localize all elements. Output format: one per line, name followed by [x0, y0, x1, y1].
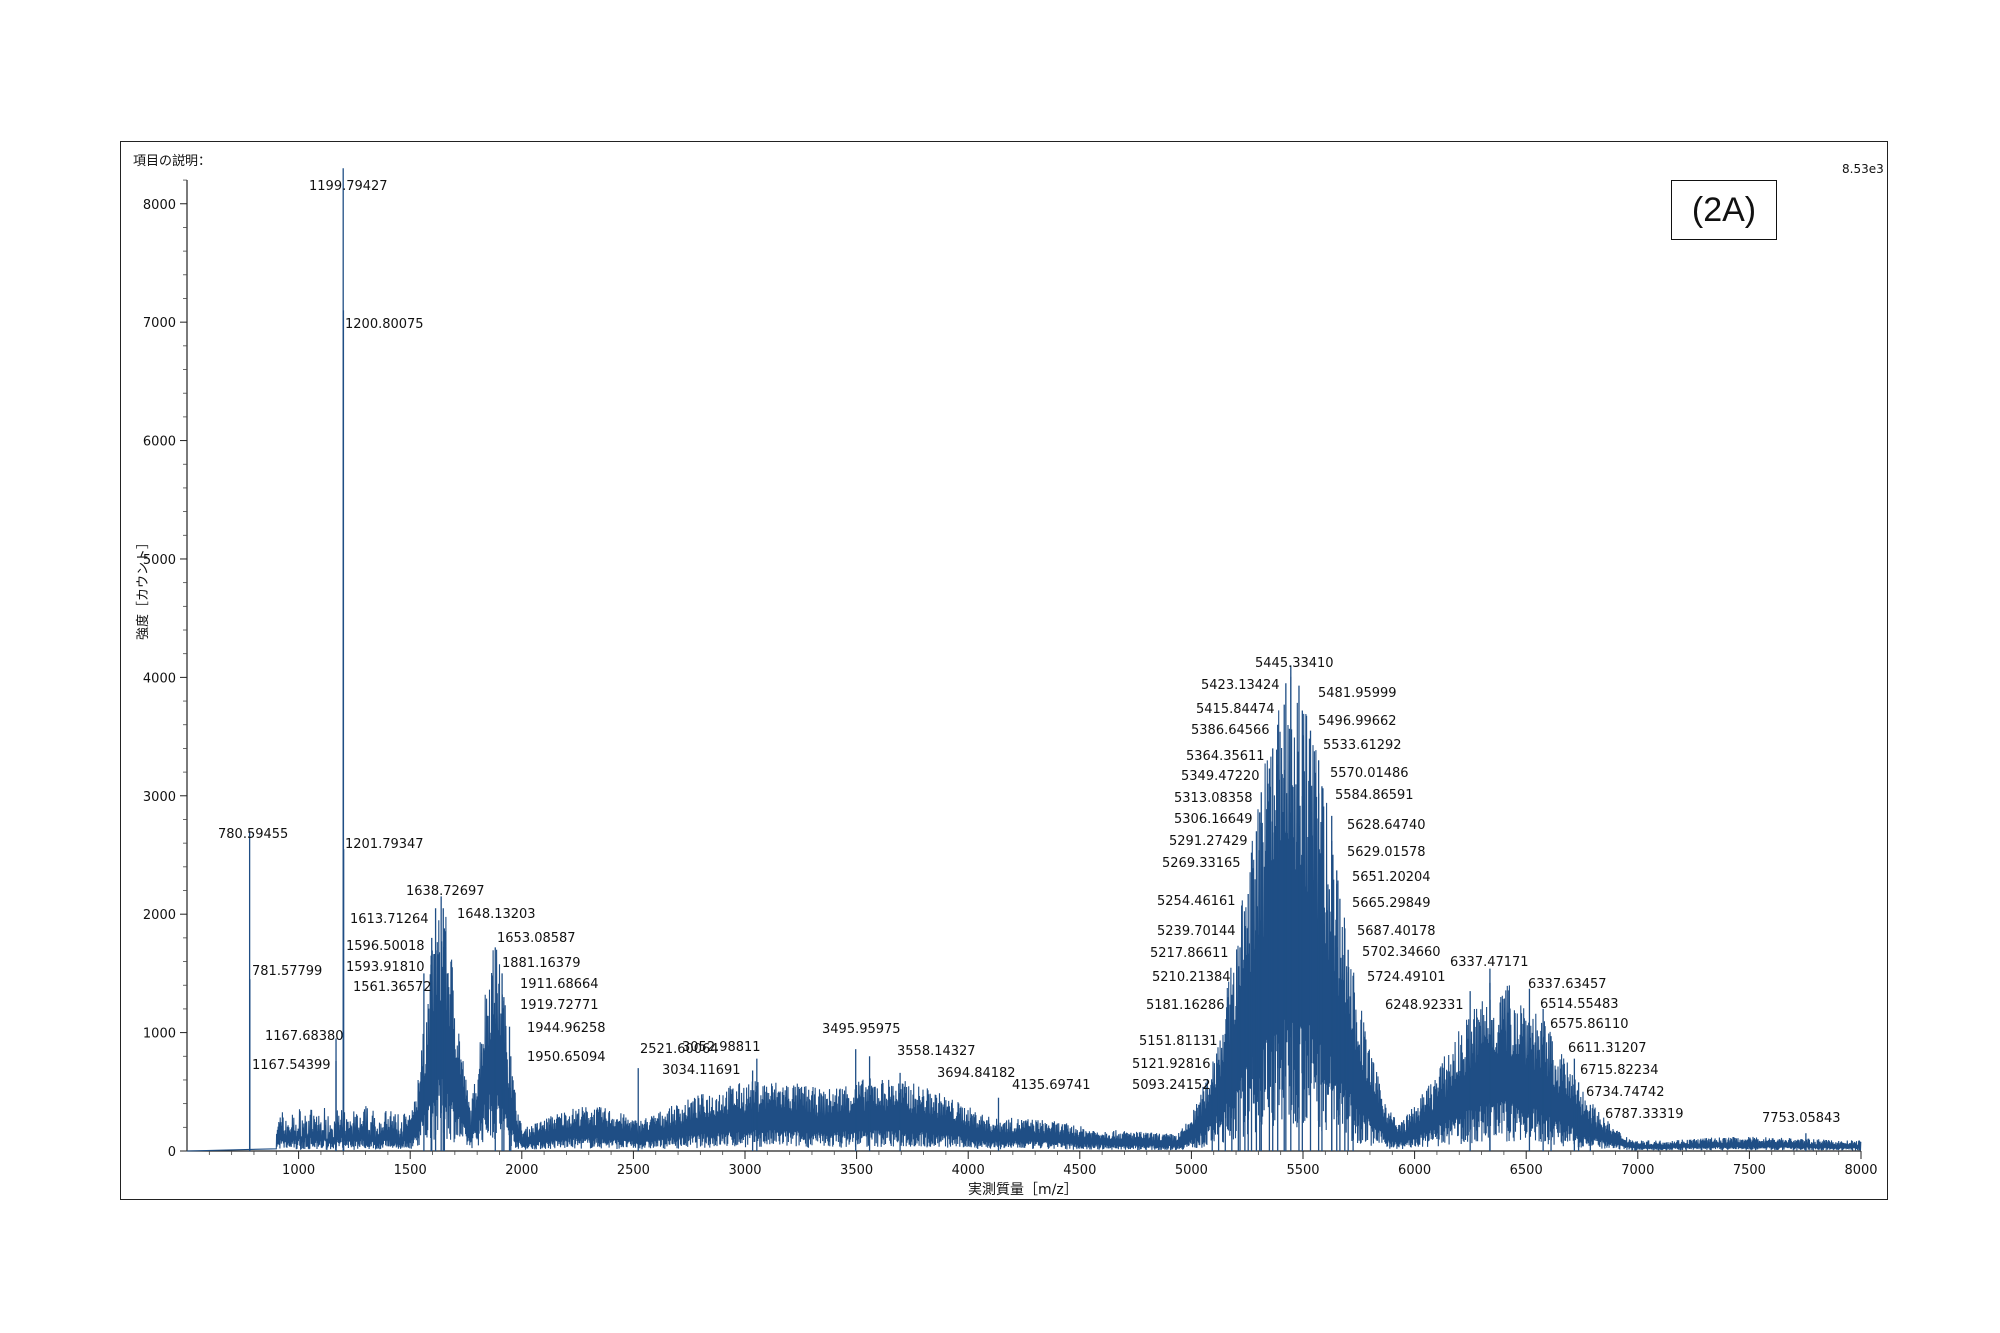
peak-label: 6248.92331: [1385, 998, 1464, 1013]
peak-label: 4135.69741: [1012, 1078, 1091, 1093]
peak-label: 5151.81131: [1139, 1034, 1218, 1049]
peak-label: 5651.20204: [1352, 870, 1431, 885]
peak-label: 5570.01486: [1330, 766, 1409, 781]
x-tick-label: 6500: [1510, 1163, 1543, 1178]
x-tick-label: 8000: [1844, 1163, 1877, 1178]
peak-label: 5210.21384: [1152, 970, 1231, 985]
x-tick-label: 1500: [394, 1163, 427, 1178]
peak-label: 1919.72771: [520, 998, 599, 1013]
peak-label: 5665.29849: [1352, 896, 1431, 911]
peak-label: 1200.80075: [345, 317, 424, 332]
peak-label: 1638.72697: [406, 884, 485, 899]
peak-label: 3558.14327: [897, 1044, 976, 1059]
peak-label: 1593.91810: [346, 960, 425, 975]
header-text: 項目の説明：: [133, 154, 212, 169]
x-tick-label: 2000: [505, 1163, 538, 1178]
x-tick-label: 5000: [1175, 1163, 1208, 1178]
x-tick-label: 3000: [728, 1163, 761, 1178]
y-tick-label: 3000: [143, 790, 176, 805]
peak-label: 1201.79347: [345, 837, 424, 852]
peak-label: 5687.40178: [1357, 924, 1436, 939]
peak-label: 5496.99662: [1318, 714, 1397, 729]
peak-label: 1653.08587: [497, 931, 576, 946]
peak-label: 5724.49101: [1367, 970, 1446, 985]
peak-label: 3495.95975: [822, 1022, 901, 1037]
y-tick-label: 0: [168, 1145, 176, 1160]
peak-label: 5349.47220: [1181, 769, 1260, 784]
peak-label: 5121.92816: [1132, 1057, 1211, 1072]
x-tick-label: 2500: [617, 1163, 650, 1178]
peak-label: 5217.86611: [1150, 946, 1229, 961]
peak-label: 5291.27429: [1169, 834, 1248, 849]
peak-label: 5445.33410: [1255, 656, 1334, 671]
peak-label: 1167.68380: [265, 1029, 344, 1044]
peak-label: 780.59455: [218, 827, 288, 842]
x-tick-label: 4000: [952, 1163, 985, 1178]
x-tick-label: 7000: [1621, 1163, 1654, 1178]
peak-label: 6337.63457: [1528, 977, 1607, 992]
peak-label: 6575.86110: [1550, 1017, 1629, 1032]
peak-label: 5254.46161: [1157, 894, 1236, 909]
peak-label: 5269.33165: [1162, 856, 1241, 871]
y-tick-label: 5000: [143, 553, 176, 568]
x-tick-label: 5500: [1286, 1163, 1319, 1178]
peak-label: 1596.50018: [346, 939, 425, 954]
peak-label: 5386.64566: [1191, 723, 1270, 738]
panel-label: (2A): [1671, 180, 1777, 240]
peak-label: 1881.16379: [502, 956, 581, 971]
y-tick-label: 6000: [143, 435, 176, 450]
peak-label: 6787.33319: [1605, 1107, 1684, 1122]
peak-label: 781.57799: [252, 964, 322, 979]
peak-label: 6715.82234: [1580, 1063, 1659, 1078]
peak-label: 7753.05843: [1762, 1111, 1841, 1126]
peak-label: 1199.79427: [309, 179, 388, 194]
x-tick-label: 4500: [1063, 1163, 1096, 1178]
peak-label: 1561.36572: [353, 980, 432, 995]
peak-label: 1911.68664: [520, 977, 599, 992]
x-tick-label: 6000: [1398, 1163, 1431, 1178]
x-tick-label: 7500: [1733, 1163, 1766, 1178]
peak-label: 5629.01578: [1347, 845, 1426, 860]
peak-label: 6514.55483: [1540, 997, 1619, 1012]
peak-label: 1648.13203: [457, 907, 536, 922]
peak-label: 1613.71264: [350, 912, 429, 927]
peak-label: 5584.86591: [1335, 788, 1414, 803]
peak-label: 5481.95999: [1318, 686, 1397, 701]
peak-label: 5306.16649: [1174, 812, 1253, 827]
y-tick-label: 1000: [143, 1027, 176, 1042]
peak-label: 5093.24152: [1132, 1078, 1211, 1093]
peak-label: 5313.08358: [1174, 791, 1253, 806]
peak-label: 1167.54399: [252, 1058, 331, 1073]
x-tick-label: 1000: [282, 1163, 315, 1178]
y-tick-label: 4000: [143, 671, 176, 686]
peak-label: 3694.84182: [937, 1066, 1016, 1081]
peak-label: 6611.31207: [1568, 1041, 1647, 1056]
peak-label: 5239.70144: [1157, 924, 1236, 939]
spectrum-frame: [120, 141, 1888, 1200]
peak-label: 5423.13424: [1201, 678, 1280, 693]
peak-label: 3052.98811: [682, 1040, 761, 1055]
peak-label: 6734.74742: [1586, 1085, 1665, 1100]
x-axis-label: 実測質量［m/z］: [968, 1182, 1078, 1198]
peak-label: 5181.16286: [1146, 998, 1225, 1013]
peak-label: 5533.61292: [1323, 738, 1402, 753]
spectrum-trace: [186, 676, 1862, 1152]
max-intensity-label: 8.53e3: [1842, 162, 1884, 176]
peak-label: 2521.60064: [640, 1042, 719, 1057]
peak-label: 5628.64740: [1347, 818, 1426, 833]
x-tick-label: 3500: [840, 1163, 873, 1178]
peak-label: 1944.96258: [527, 1021, 606, 1036]
y-tick-label: 7000: [143, 316, 176, 331]
y-tick-label: 2000: [143, 908, 176, 923]
peak-label: 5364.35611: [1186, 749, 1265, 764]
peak-label: 5702.34660: [1362, 945, 1441, 960]
y-tick-label: 8000: [143, 198, 176, 213]
peak-label: 1950.65094: [527, 1050, 606, 1065]
peak-label: 6337.47171: [1450, 955, 1529, 970]
peak-label: 5415.84474: [1196, 702, 1275, 717]
peak-label: 3034.11691: [662, 1063, 741, 1078]
